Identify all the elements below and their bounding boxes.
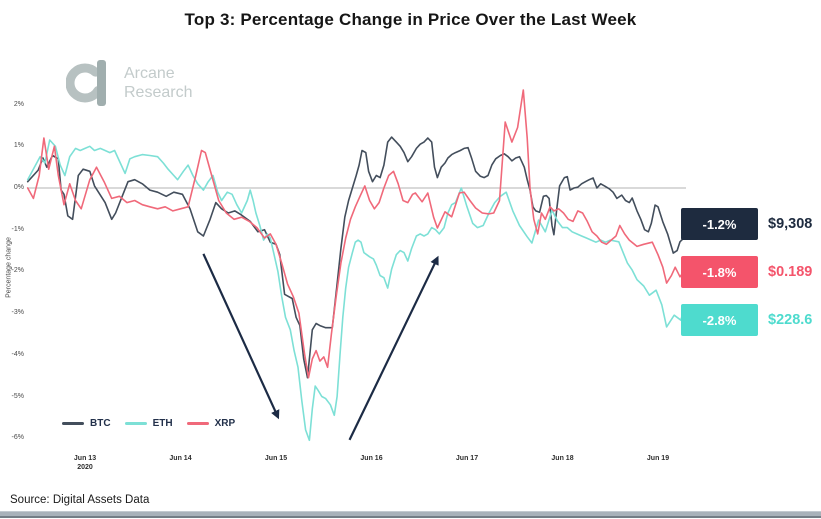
y-tick: -1% <box>11 225 24 233</box>
legend-swatch-icon <box>124 422 147 425</box>
y-tick: 2% <box>13 100 24 108</box>
change-badge: -2.8% <box>681 304 758 336</box>
badge-change-value: -1.2% <box>702 216 737 232</box>
y-tick: 1% <box>13 142 24 150</box>
x-tick: Jun 13 <box>73 455 97 462</box>
series-line-eth <box>26 139 685 442</box>
legend-item-xrp: XRP <box>186 418 236 429</box>
logo-text-line1: Arcane <box>124 65 175 82</box>
legend-label: XRP <box>214 418 236 429</box>
logo-mark-icon <box>66 60 106 106</box>
x-tick: Jun 15 <box>264 455 288 462</box>
window-bottom-bar <box>0 511 821 518</box>
x-tick: Jun 14 <box>169 455 192 462</box>
badge-change-value: -1.8% <box>702 264 737 280</box>
legend-swatch-icon <box>62 422 84 425</box>
logo-text-line2: Research <box>124 84 193 101</box>
y-tick: -3% <box>11 309 24 317</box>
arrow-down-annotation <box>202 253 280 420</box>
series-line-btc <box>26 136 685 379</box>
y-tick: -2% <box>11 267 24 275</box>
x-tick: Jun 16 <box>360 455 383 462</box>
legend-label: BTC <box>90 418 111 429</box>
arcane-research-logo: Arcane Research <box>66 58 192 108</box>
x-tick: Jun 18 <box>551 455 574 462</box>
legend-swatch-icon <box>186 422 209 425</box>
x-tick-year: 2020 <box>77 464 93 471</box>
y-axis-label: Percentage change <box>5 237 13 298</box>
x-tick: Jun 19 <box>646 455 670 462</box>
legend-item-eth: ETH <box>124 418 173 429</box>
legend-item-btc: BTC <box>62 418 111 429</box>
arrow-up-annotation <box>348 255 439 441</box>
y-tick: -5% <box>11 392 24 400</box>
badge-change-value: -2.8% <box>702 312 737 328</box>
change-badge: -1.2% <box>681 208 758 240</box>
badge-price: $0.189 <box>768 264 813 280</box>
badge-price: $9,308 <box>768 216 813 232</box>
change-badge: -1.8% <box>681 256 758 288</box>
series-line-xrp <box>26 89 685 379</box>
logo-text: Arcane Research <box>124 64 192 102</box>
legend: BTC ETH XRP <box>62 418 235 429</box>
y-tick: -4% <box>11 350 24 358</box>
page-title: Top 3: Percentage Change in Price Over t… <box>184 10 637 29</box>
source-note: Source: Digital Assets Data <box>10 494 150 506</box>
y-tick: 0% <box>13 184 24 191</box>
legend-label: ETH <box>152 418 173 429</box>
y-tick: -6% <box>11 434 24 442</box>
badge-price: $228.6 <box>768 312 813 328</box>
x-tick: Jun 17 <box>455 455 479 462</box>
